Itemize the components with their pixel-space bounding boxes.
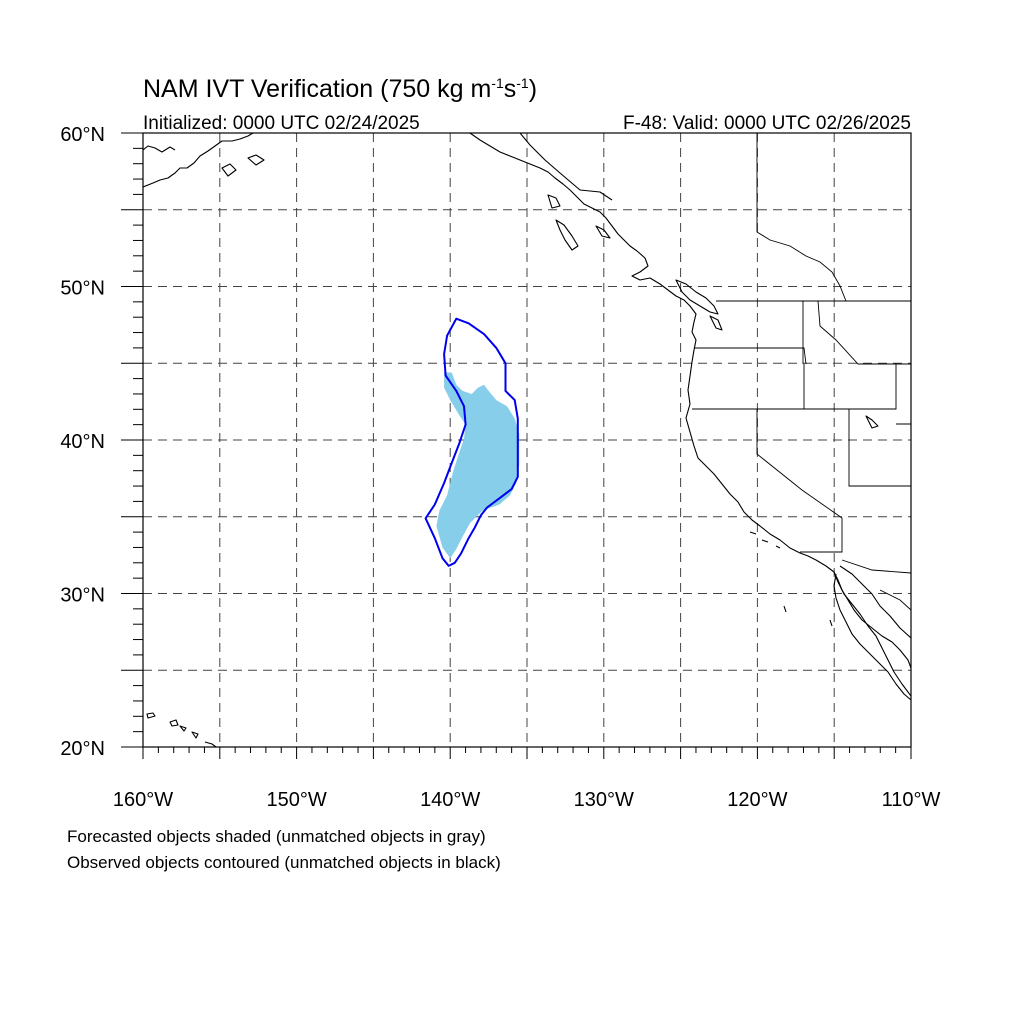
lon-tick-label: 110°W xyxy=(882,789,941,811)
graticule xyxy=(143,133,911,747)
axis-labels: 160°W 150°W 140°W 130°W 120°W 110°W 20°N 30°N 40… xyxy=(60,124,940,811)
initialized-time: Initialized: 0000 UTC 02/24/2025 xyxy=(143,113,420,134)
valid-time: F-48: Valid: 0000 UTC 02/26/2025 xyxy=(623,113,911,134)
forecast-object xyxy=(436,372,520,559)
coast-west-coast xyxy=(631,250,911,669)
lon-tick-label: 120°W xyxy=(727,789,787,811)
axis-ticks xyxy=(121,132,912,759)
coast-vancouver-island xyxy=(675,279,723,331)
lat-tick-label: 20°N xyxy=(60,738,105,760)
lat-tick-label: 30°N xyxy=(60,585,105,607)
lon-tick-label: 130°W xyxy=(574,789,634,811)
lon-tick-label: 150°W xyxy=(266,789,326,811)
coastlines xyxy=(143,133,911,747)
coast-small-islands xyxy=(749,415,879,627)
observed-contour xyxy=(424,317,519,567)
map-area xyxy=(143,133,911,747)
lon-tick-label: 160°W xyxy=(113,789,173,811)
caption-observed: Observed objects contoured (unmatched ob… xyxy=(67,853,501,872)
coast-islands-bc xyxy=(547,194,611,251)
coast-hawaii xyxy=(146,712,217,747)
caption-forecast: Forecasted objects shaded (unmatched obj… xyxy=(67,827,486,846)
lon-tick-label: 140°W xyxy=(420,789,480,811)
lat-tick-label: 60°N xyxy=(60,124,105,146)
coast-baja xyxy=(833,565,911,701)
political-borders xyxy=(692,133,911,611)
coast-alaska-panhandle xyxy=(469,133,638,252)
map-title: NAM IVT Verification (750 kg m-1s-1) xyxy=(143,75,537,103)
border-states xyxy=(692,300,911,611)
coast-alaska xyxy=(143,133,265,188)
lat-tick-label: 50°N xyxy=(60,278,105,300)
border-alaska-canada xyxy=(756,133,847,302)
lat-tick-label: 40°N xyxy=(60,431,105,453)
